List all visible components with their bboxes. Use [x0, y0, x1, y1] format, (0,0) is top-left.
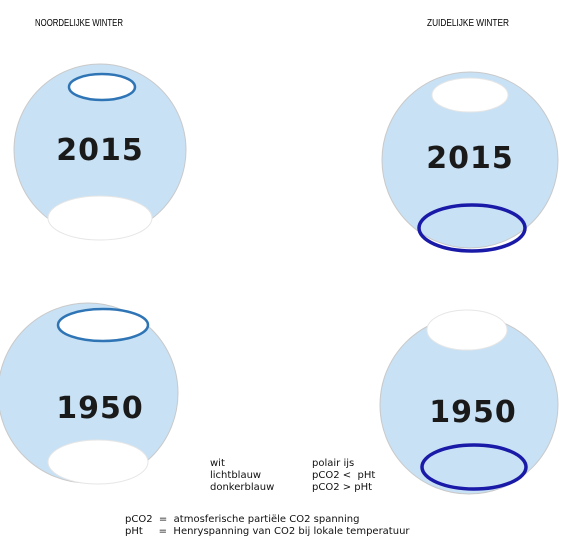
year-label: 2015 — [56, 133, 144, 168]
year-label: 2015 — [426, 141, 514, 176]
legend-color: donkerblauw — [210, 482, 274, 493]
year-label: 1950 — [429, 395, 517, 430]
polar-ice — [48, 196, 152, 240]
legend-meaning: pCO2 < pHt — [312, 470, 375, 481]
legend-meaning: pCO2 > pHt — [312, 482, 372, 493]
header-right: ZUIDELIJKE WINTER — [427, 18, 509, 29]
polar-ice — [427, 310, 507, 350]
footnote: pCO2 = atmosferische partiële CO2 spanni… — [125, 514, 359, 525]
year-label: 1950 — [56, 391, 144, 426]
legend: wit polair ijs lichtblauw pCO2 < pHt don… — [210, 458, 375, 493]
legend-meaning: polair ijs — [312, 458, 354, 469]
header-left: NOORDELIJKE WINTER — [35, 18, 123, 29]
globe: 1950 — [0, 303, 178, 484]
footnote: pHt = Henryspanning van CO2 bij lokale t… — [125, 526, 410, 537]
legend-color: wit — [210, 458, 225, 469]
globe: 2015 — [382, 72, 558, 251]
globe: 1950 — [380, 310, 558, 494]
polar-ice — [432, 78, 508, 112]
ice-outline — [69, 74, 135, 100]
ice-outline — [58, 309, 148, 341]
globe: 2015 — [14, 64, 186, 240]
diagram: NOORDELIJKE WINTER ZUIDELIJKE WINTER 201… — [0, 0, 568, 551]
polar-ice — [48, 440, 148, 484]
legend-color: lichtblauw — [210, 470, 261, 481]
